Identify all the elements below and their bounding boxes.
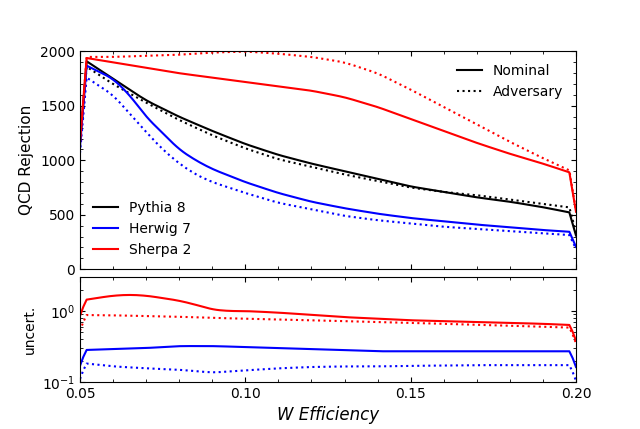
Y-axis label: QCD Rejection: QCD Rejection <box>19 105 35 215</box>
Legend: Nominal, Adversary: Nominal, Adversary <box>451 58 569 105</box>
Y-axis label: uncert.: uncert. <box>22 305 36 354</box>
X-axis label: W Efficiency: W Efficiency <box>277 406 379 424</box>
